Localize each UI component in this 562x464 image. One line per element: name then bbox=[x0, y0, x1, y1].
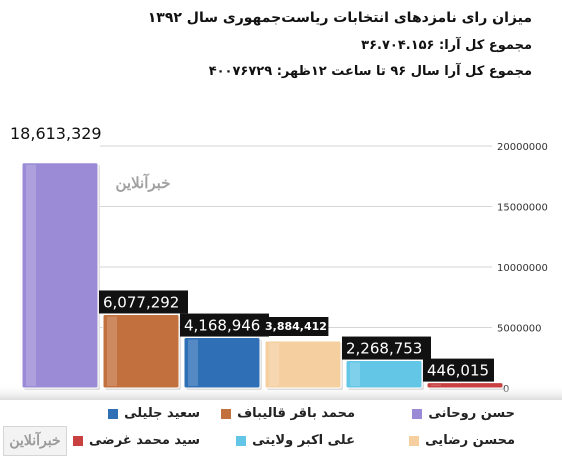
legend-swatch bbox=[412, 408, 423, 419]
data-label: 446,015 bbox=[423, 358, 494, 382]
y-tick-label: 20000000 bbox=[497, 142, 548, 153]
legend-label: علی اکبر ولایتی bbox=[252, 433, 355, 448]
data-label-background bbox=[423, 358, 494, 382]
bar-highlight bbox=[431, 384, 441, 386]
data-label-background bbox=[180, 313, 269, 337]
bar bbox=[102, 313, 180, 389]
legend-item: حسن روحانی bbox=[412, 406, 515, 421]
legend-label: سعید جلیلی bbox=[124, 406, 200, 421]
chart-header: میزان رای نامزدهای انتخابات ریاست‌جمهوری… bbox=[0, 0, 562, 100]
legend-swatch bbox=[236, 435, 247, 446]
bar bbox=[345, 360, 423, 389]
legend-label: حسن روحانی bbox=[428, 406, 515, 421]
bar bbox=[183, 337, 261, 389]
y-tick-label: 5000000 bbox=[497, 324, 542, 335]
y-tick-label: 15000000 bbox=[497, 203, 548, 214]
legend-swatch bbox=[108, 408, 119, 419]
legend-swatch bbox=[409, 435, 420, 446]
bar-highlight bbox=[107, 316, 117, 386]
data-label-text: 6,077,292 bbox=[103, 293, 179, 311]
data-label: 2,268,753 bbox=[342, 336, 431, 360]
data-label-text: 4,168,946 bbox=[184, 317, 260, 335]
legend-label: محسن رضایی bbox=[425, 433, 515, 448]
watermark-logo: خبرآنلاین bbox=[3, 426, 67, 456]
data-label-background bbox=[261, 316, 329, 336]
total-votes-1392: مجموع کل آرا: ۳۶.۷۰۴.۱۵۶ bbox=[361, 38, 532, 53]
legend-item: علی اکبر ولایتی bbox=[236, 433, 355, 448]
bar bbox=[21, 162, 99, 389]
bar-chart: 05000000100000001500000020000000 18,613,… bbox=[0, 124, 562, 400]
data-label-background bbox=[342, 336, 431, 360]
data-label: 6,077,292 bbox=[99, 290, 188, 314]
legend-item: سید محمد غرضی bbox=[73, 433, 200, 448]
bar bbox=[426, 382, 504, 389]
data-labels: 18,613,329 6,077,292 4,168,946 3,884,412 2,2… bbox=[10, 124, 494, 382]
bar-highlight bbox=[350, 362, 360, 386]
total-votes-96-noon: مجموع کل آرا سال ۹۶ تا ساعت ۱۲ظهر: ۴۰۰۷۶… bbox=[208, 64, 532, 79]
legend-swatch bbox=[221, 408, 232, 419]
data-label: 4,168,946 bbox=[180, 313, 269, 337]
bar-highlight bbox=[188, 339, 198, 386]
data-label-text: 3,884,412 bbox=[265, 320, 327, 333]
data-label-text: 2,268,753 bbox=[346, 340, 422, 358]
legend-item: سعید جلیلی bbox=[108, 406, 200, 421]
chart-title: میزان رای نامزدهای انتخابات ریاست‌جمهوری… bbox=[147, 10, 532, 26]
bar-highlight bbox=[26, 164, 36, 386]
watermark-logo-center: خبرآنلاین bbox=[115, 174, 171, 192]
y-axis: 05000000100000001500000020000000 bbox=[497, 142, 548, 395]
legend-item: محمد باقر قالیباف bbox=[221, 406, 355, 421]
legend-item: محسن رضایی bbox=[409, 433, 515, 448]
legend-label: سید محمد غرضی bbox=[89, 433, 200, 448]
data-label: 3,884,412 bbox=[261, 316, 329, 336]
bars bbox=[0, 162, 562, 400]
data-label: 18,613,329 bbox=[10, 124, 102, 143]
legend-label: محمد باقر قالیباف bbox=[237, 406, 355, 421]
bar bbox=[264, 340, 342, 389]
bar-highlight bbox=[269, 342, 279, 386]
y-tick-label: 10000000 bbox=[497, 263, 548, 274]
data-label-text: 446,015 bbox=[427, 362, 489, 380]
legend-swatch bbox=[73, 435, 84, 446]
data-label-text: 18,613,329 bbox=[10, 124, 102, 143]
legend: حسن روحانی محمد باقر قالیباف سعید جلیلی محس… bbox=[70, 403, 515, 459]
data-label-background bbox=[99, 290, 188, 314]
